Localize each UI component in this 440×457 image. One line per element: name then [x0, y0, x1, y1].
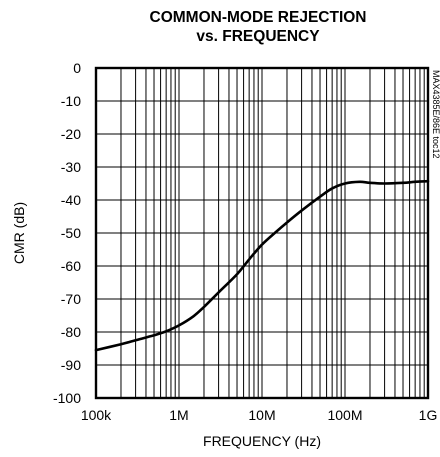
y-tick-label: 0 [73, 60, 81, 76]
y-tick-label: -10 [61, 93, 81, 109]
y-axis-label: CMR (dB) [11, 202, 27, 264]
y-tick-label: -30 [61, 159, 81, 175]
y-tick-label: -100 [53, 390, 81, 406]
y-tick-labels: 0 -10 -20 -30 -40 -50 -60 -70 -80 -90 -100 [53, 60, 81, 406]
y-tick-label: -60 [61, 258, 81, 274]
y-tick-label: -50 [61, 225, 81, 241]
x-tick-label: 10M [248, 407, 275, 423]
grid [95, 67, 428, 399]
plot-frame [94, 66, 430, 400]
y-tick-label: -80 [61, 324, 81, 340]
chart-title-line1: COMMON-MODE REJECTION [150, 9, 367, 26]
y-tick-label: -40 [61, 192, 81, 208]
series-line [94, 179, 430, 352]
x-tick-label: 100k [81, 407, 112, 423]
x-tick-label: 100M [327, 407, 362, 423]
x-tick-labels: 100k 1M 10M 100M 1G [81, 407, 438, 423]
y-tick-label: -90 [61, 357, 81, 373]
watermark: MAX4385E/86E toc12 [431, 70, 440, 159]
x-tick-label: 1G [419, 407, 438, 423]
x-tick-label: 1M [169, 407, 188, 423]
x-axis-label: FREQUENCY (Hz) [203, 433, 321, 449]
y-tick-label: -70 [61, 291, 81, 307]
y-tick-label: -20 [61, 126, 81, 142]
chart-title-line2: vs. FREQUENCY [196, 28, 320, 45]
